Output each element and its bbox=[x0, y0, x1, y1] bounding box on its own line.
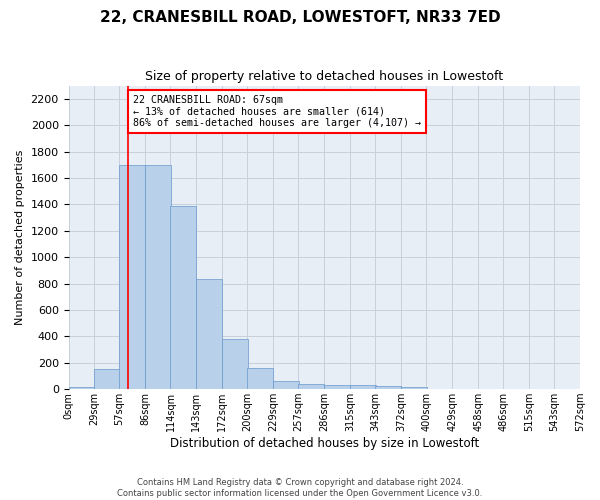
Bar bbox=[145, 165, 172, 389]
Bar bbox=[247, 368, 273, 389]
Bar bbox=[223, 339, 248, 389]
X-axis label: Distribution of detached houses by size in Lowestoft: Distribution of detached houses by size … bbox=[170, 437, 479, 450]
Bar bbox=[273, 380, 299, 389]
Bar bbox=[324, 385, 350, 389]
Bar bbox=[375, 386, 401, 389]
Bar bbox=[170, 206, 196, 389]
Bar bbox=[350, 385, 376, 389]
Bar bbox=[119, 165, 145, 389]
Text: 22 CRANESBILL ROAD: 67sqm
← 13% of detached houses are smaller (614)
86% of semi: 22 CRANESBILL ROAD: 67sqm ← 13% of detac… bbox=[133, 95, 421, 128]
Bar bbox=[298, 384, 324, 389]
Bar bbox=[68, 387, 94, 389]
Bar bbox=[196, 279, 223, 389]
Text: 22, CRANESBILL ROAD, LOWESTOFT, NR33 7ED: 22, CRANESBILL ROAD, LOWESTOFT, NR33 7ED bbox=[100, 10, 500, 25]
Text: Contains HM Land Registry data © Crown copyright and database right 2024.
Contai: Contains HM Land Registry data © Crown c… bbox=[118, 478, 482, 498]
Title: Size of property relative to detached houses in Lowestoft: Size of property relative to detached ho… bbox=[145, 70, 503, 83]
Bar bbox=[94, 368, 121, 389]
Bar bbox=[401, 387, 427, 389]
Y-axis label: Number of detached properties: Number of detached properties bbox=[15, 150, 25, 325]
